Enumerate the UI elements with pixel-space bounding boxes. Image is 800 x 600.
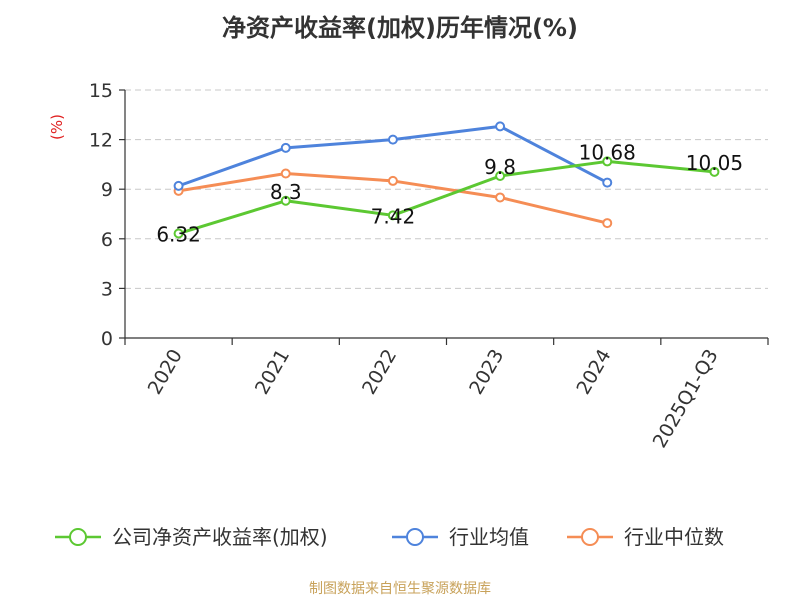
data-point bbox=[280, 142, 291, 153]
legend[interactable]: 公司净资产收益率(加权) 行业均值 行业中位数 bbox=[55, 525, 724, 549]
series bbox=[173, 121, 720, 239]
legend-label: 行业中位数 bbox=[624, 525, 724, 549]
data-point bbox=[602, 156, 613, 167]
y-axis-label: (%) bbox=[48, 114, 66, 140]
series-line bbox=[178, 159, 715, 235]
legend-label: 公司净资产收益率(加权) bbox=[112, 525, 328, 549]
data-point bbox=[173, 228, 184, 239]
data-label: 9.8 bbox=[484, 155, 516, 179]
data-point bbox=[495, 121, 506, 132]
data-point bbox=[280, 168, 291, 179]
x-tick-label: 2020 bbox=[144, 346, 187, 399]
data-point bbox=[387, 134, 398, 145]
legend-item[interactable]: 公司净资产收益率(加权) bbox=[55, 525, 328, 549]
y-tick-label: 0 bbox=[101, 328, 113, 350]
y-tick-label: 6 bbox=[101, 229, 113, 251]
data-label: 7.42 bbox=[371, 204, 416, 228]
legend-label: 行业均值 bbox=[449, 525, 529, 549]
data-point bbox=[387, 175, 398, 186]
y-tick-label: 3 bbox=[101, 278, 113, 300]
data-point bbox=[602, 177, 613, 188]
x-tick-label: 2021 bbox=[251, 346, 294, 399]
x-tick-label: 2024 bbox=[572, 346, 615, 399]
y-tick-label: 15 bbox=[89, 80, 113, 102]
legend-marker bbox=[69, 528, 87, 546]
data-point bbox=[495, 192, 506, 203]
data-labels: 6.32 8.3 7.42 9.8 10.68 10.05 bbox=[156, 140, 743, 246]
chart-title: 净资产收益率(加权)历年情况(%) bbox=[222, 14, 578, 42]
x-tick-label: 2022 bbox=[358, 346, 401, 399]
y-tick-label: 9 bbox=[101, 179, 113, 201]
data-point bbox=[387, 210, 398, 221]
legend-marker bbox=[406, 528, 424, 546]
legend-marker bbox=[581, 528, 599, 546]
data-label: 10.05 bbox=[686, 151, 743, 175]
data-point bbox=[709, 166, 720, 177]
data-point bbox=[495, 170, 506, 181]
y-tick-label: 12 bbox=[89, 130, 113, 152]
data-point bbox=[602, 218, 613, 229]
data-point bbox=[280, 195, 291, 206]
data-label: 8.3 bbox=[270, 180, 302, 204]
source-note: 制图数据来自恒生聚源数据库 bbox=[309, 581, 491, 597]
data-label: 10.68 bbox=[579, 140, 636, 164]
legend-item[interactable]: 行业中位数 bbox=[567, 525, 724, 549]
legend-item[interactable]: 行业均值 bbox=[392, 525, 529, 549]
x-tick-label: 2023 bbox=[465, 346, 508, 399]
data-point bbox=[173, 180, 184, 191]
x-tick-label: 2025Q1-Q3 bbox=[649, 346, 723, 452]
data-label: 6.32 bbox=[156, 223, 201, 247]
